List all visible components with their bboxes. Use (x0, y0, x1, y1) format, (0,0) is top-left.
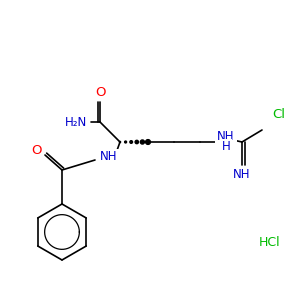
Text: NH: NH (100, 151, 118, 164)
Text: O: O (31, 145, 41, 158)
Text: NH: NH (217, 130, 235, 143)
Text: NH: NH (233, 167, 251, 181)
Text: Cl: Cl (272, 107, 286, 121)
Circle shape (124, 141, 127, 143)
Circle shape (119, 141, 121, 142)
Circle shape (140, 140, 144, 144)
Circle shape (135, 140, 139, 144)
Circle shape (146, 140, 150, 144)
Text: H: H (222, 140, 230, 154)
Text: H₂N: H₂N (65, 116, 87, 128)
Text: O: O (95, 86, 105, 100)
Text: HCl: HCl (259, 236, 281, 248)
Circle shape (130, 141, 133, 143)
